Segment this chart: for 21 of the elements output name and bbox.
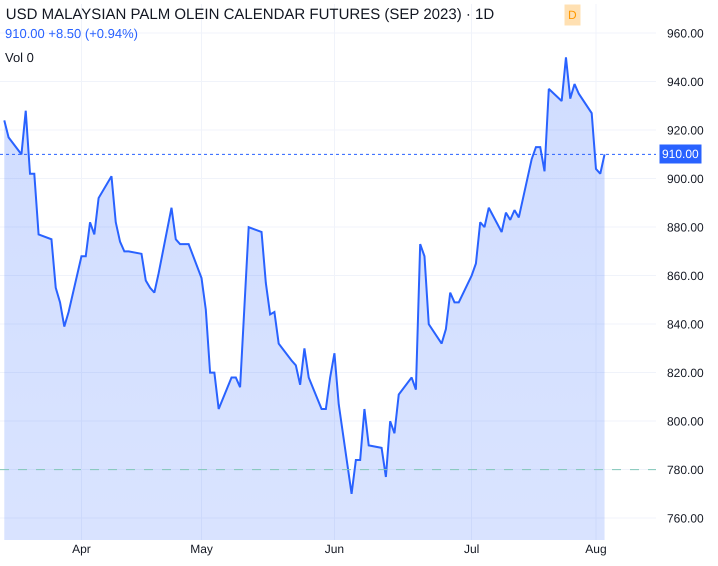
y-tick-label: 800.00 [667, 414, 704, 428]
text: 910.00 +8.50 (+0.94%) [5, 26, 138, 41]
x-tick-label: Apr [72, 542, 91, 556]
x-tick-label: Jul [464, 542, 480, 556]
y-tick-label: 880.00 [667, 220, 704, 234]
x-tick-label: Jun [324, 542, 344, 556]
y-tick-label: 940.00 [667, 74, 704, 89]
y-tick-label: 860.00 [667, 268, 704, 283]
x-tick-label: Aug [585, 542, 607, 556]
chart-title: USD MALAYSIAN PALM OLEIN CALENDAR FUTURES (SEP 2023) · 1D [6, 6, 494, 23]
y-tick-label: 920.00 [667, 123, 704, 138]
ref-line-label: 910.00 [662, 147, 700, 161]
annotation: D [568, 8, 577, 22]
y-tick-label: 820.00 [667, 366, 704, 380]
y-tick-label: 760.00 [667, 511, 704, 526]
y-tick-label: 780.00 [667, 462, 704, 477]
x-tick-label: May [190, 542, 213, 556]
y-tick-label: 900.00 [667, 172, 704, 186]
y-tick-label: 840.00 [667, 317, 704, 332]
annotation: Vol 0 [5, 50, 34, 65]
y-tick-label: 960.00 [667, 26, 704, 40]
